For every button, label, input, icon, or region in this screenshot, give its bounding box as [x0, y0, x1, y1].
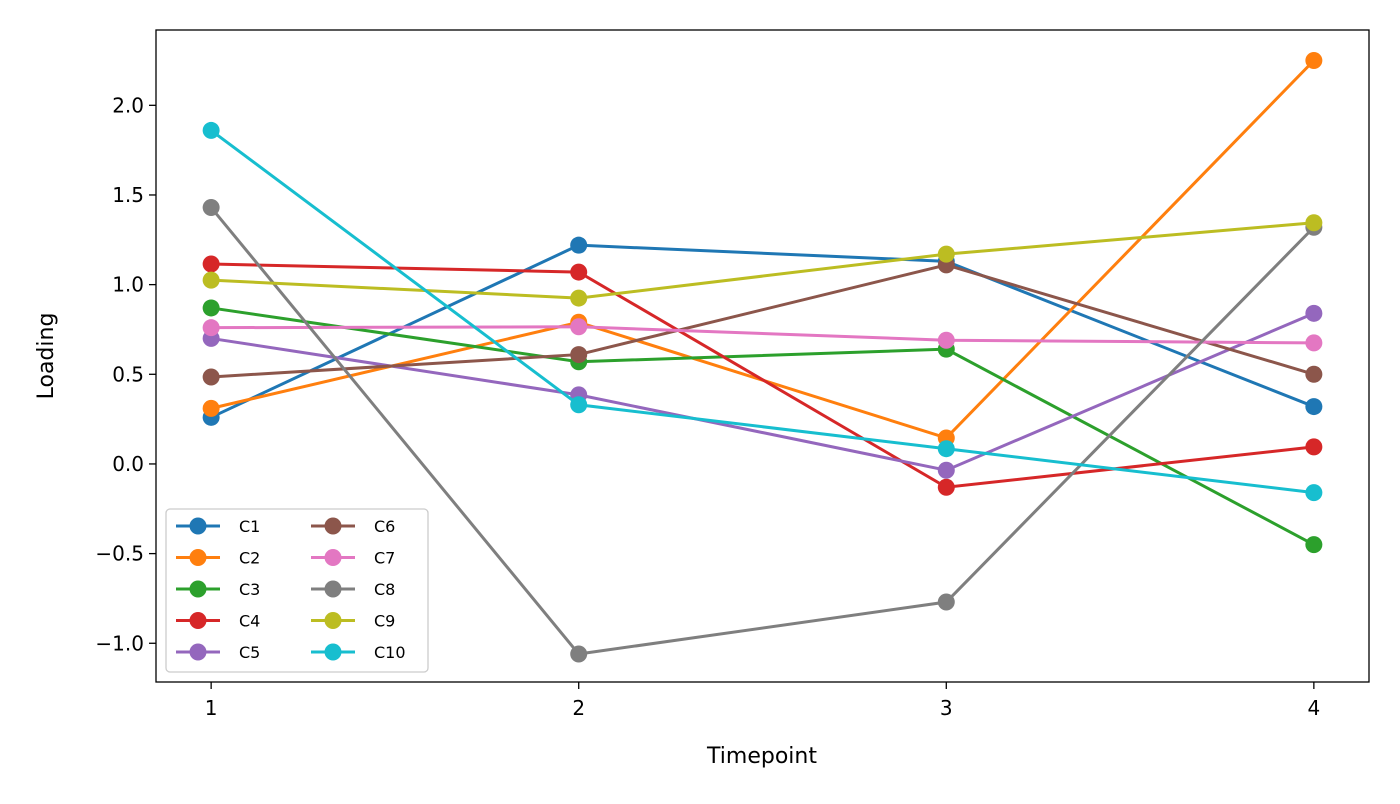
legend-marker [189, 612, 207, 629]
series-C9 [202, 214, 1323, 307]
data-point [937, 593, 955, 611]
data-point [570, 645, 588, 663]
legend-marker [189, 517, 207, 535]
y-axis-label: Loading [34, 313, 59, 400]
data-point [570, 236, 588, 254]
series-line [210, 306, 1315, 546]
x-axis-label: Timepoint [706, 744, 817, 769]
legend-item: C7 [311, 549, 395, 568]
series-line [209, 206, 1315, 656]
series-layer [202, 51, 1323, 663]
data-point [1305, 536, 1323, 554]
data-point [570, 318, 588, 336]
data-point [202, 121, 220, 139]
x-tick-label: 4 [1307, 696, 1320, 720]
legend: C1 C2 C3 C4 C5 C6 C7 C8 C9 C10 [165, 508, 429, 673]
data-point [1305, 51, 1323, 69]
y-tick-label: 1.0 [112, 273, 144, 297]
legend-marker [324, 549, 342, 566]
data-point [937, 331, 955, 349]
data-point [202, 255, 220, 273]
data-point [1305, 438, 1323, 456]
legend-label: C9 [374, 612, 395, 631]
y-tick-label: 1.5 [112, 183, 144, 207]
data-point [570, 263, 588, 281]
legend-marker [324, 643, 342, 661]
series-line [211, 325, 1314, 345]
data-point [202, 271, 220, 289]
data-point [570, 346, 588, 364]
legend-label: C6 [374, 517, 395, 536]
legend-marker [324, 612, 342, 629]
series-line [210, 243, 1315, 419]
legend-label: C2 [239, 549, 260, 568]
legend-marker [189, 643, 207, 661]
series-line [210, 311, 1315, 472]
legend-item: C8 [311, 580, 395, 599]
y-tick-label: −1.0 [95, 631, 144, 655]
data-point [1305, 214, 1323, 232]
data-point [202, 199, 220, 217]
legend-item: C4 [176, 612, 260, 631]
legend-marker [324, 580, 342, 598]
legend-label: C4 [239, 612, 260, 631]
data-point [202, 299, 220, 317]
data-point [570, 396, 588, 414]
data-point [570, 289, 588, 307]
series-C7 [202, 318, 1323, 352]
legend-label: C3 [239, 580, 260, 599]
legend-label: C7 [374, 549, 395, 568]
data-point [202, 399, 220, 417]
data-point [202, 368, 220, 386]
legend-marker [324, 517, 342, 535]
legend-item: C10 [311, 643, 406, 662]
series-line [211, 262, 1315, 489]
legend-label: C5 [239, 643, 260, 662]
data-point [1305, 398, 1323, 416]
series-C10 [202, 121, 1323, 502]
y-tick-label: 0.5 [112, 362, 144, 386]
legend-marker [189, 580, 207, 598]
data-point [1305, 334, 1323, 352]
data-point [937, 245, 955, 263]
data-point [1305, 365, 1323, 383]
legend-item: C1 [176, 517, 260, 536]
legend-item: C5 [176, 643, 260, 662]
x-tick-label: 3 [940, 696, 953, 720]
legend-frame [165, 508, 429, 673]
y-axis: −1.0 −0.5 0.0 0.5 1.0 1.5 2.0 [95, 93, 156, 655]
data-point [1305, 484, 1323, 502]
y-tick-label: 0.0 [112, 452, 144, 476]
x-tick-label: 1 [205, 696, 218, 720]
legend-item: C2 [176, 549, 260, 568]
x-tick-label: 2 [572, 696, 585, 720]
series-line [211, 221, 1314, 300]
series-line [210, 129, 1315, 495]
legend-label: C10 [374, 643, 406, 662]
legend-item: C3 [176, 580, 260, 599]
series-line [211, 263, 1315, 379]
legend-item: C9 [311, 612, 395, 631]
legend-label: C8 [374, 580, 395, 599]
legend-marker [189, 549, 207, 566]
data-point [202, 319, 220, 337]
plot-frame [155, 29, 1370, 683]
data-point [937, 478, 955, 496]
legend-label: C1 [239, 517, 260, 536]
y-tick-label: −0.5 [95, 542, 144, 566]
y-tick-label: 2.0 [112, 93, 144, 117]
data-point [937, 461, 955, 479]
x-axis: 1 2 3 4 [205, 682, 1320, 720]
legend-item: C6 [311, 517, 395, 536]
data-point [937, 440, 955, 458]
data-point [1305, 304, 1323, 322]
series-C6 [202, 256, 1323, 386]
